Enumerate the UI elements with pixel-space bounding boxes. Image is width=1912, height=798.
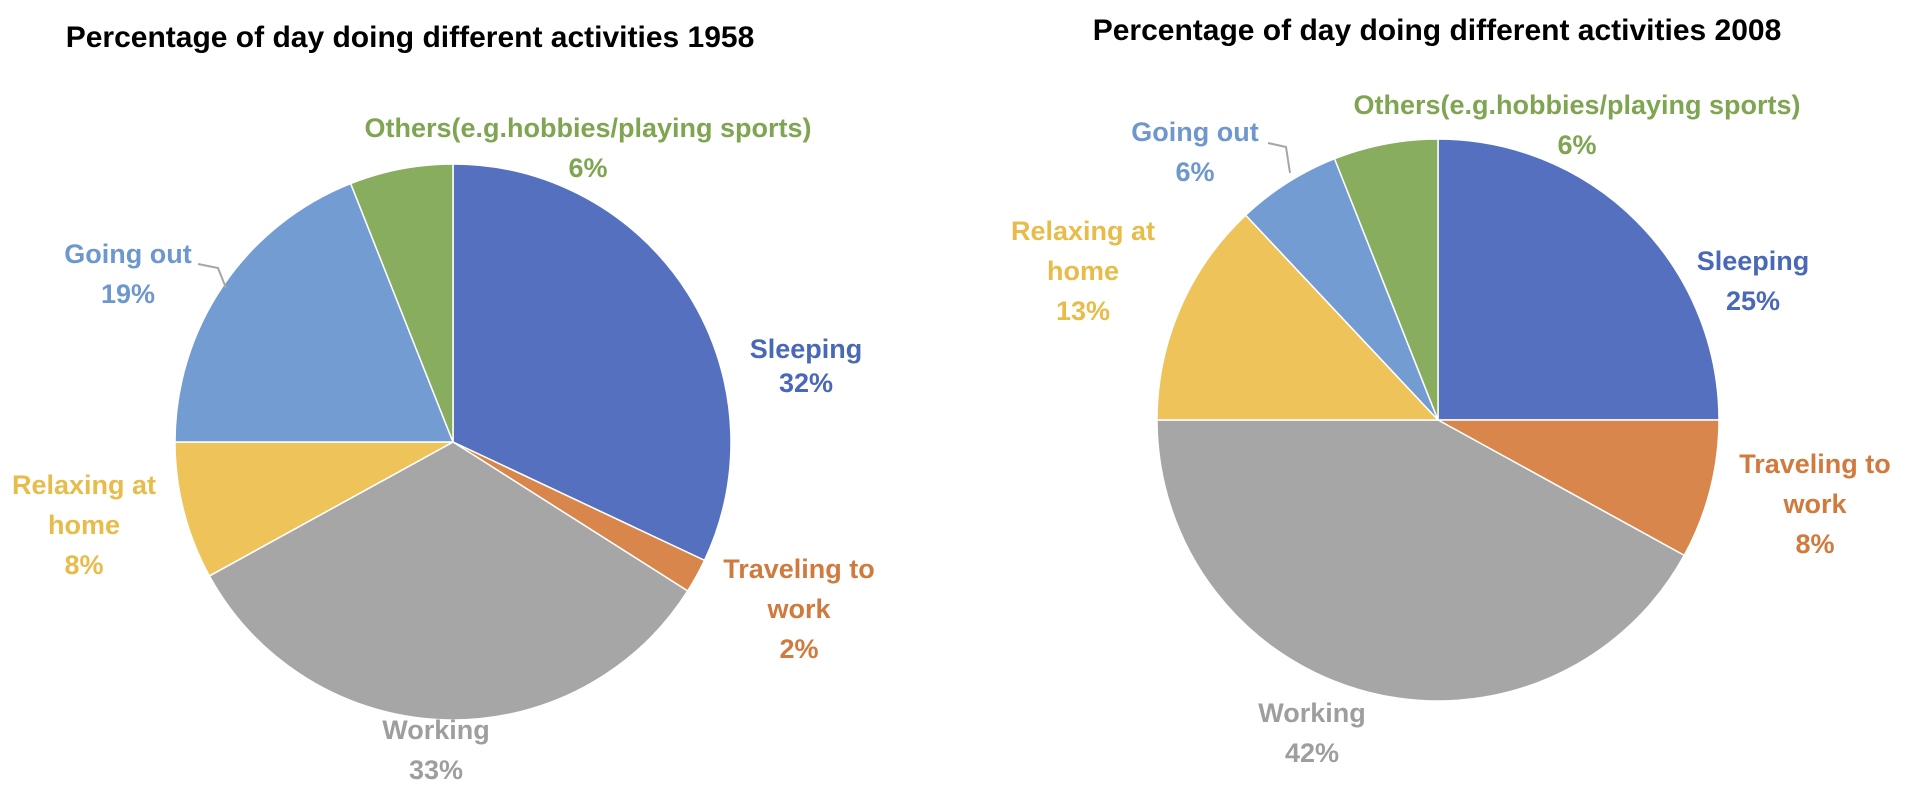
pie-chart-1958: Percentage of day doing different activi…	[12, 21, 875, 785]
slice-value-label: 2%	[779, 634, 818, 664]
leader-line	[197, 263, 227, 289]
slice-label: Going out 6%	[1131, 117, 1258, 187]
leader-line	[1267, 142, 1291, 174]
pie-slice-others	[1333, 138, 1439, 421]
slice-name-label: Others(e.g.hobbies/playing sports)	[1353, 90, 1800, 120]
slice-value-label: 33%	[409, 755, 463, 785]
slice-name-label: Going out	[1131, 117, 1258, 147]
slice-label: Going out 19%	[64, 239, 191, 309]
pie-slice-relaxing-at-home	[174, 441, 454, 577]
slice-name-label: home	[48, 510, 120, 540]
slice-label: Others(e.g.hobbies/playing sports) 6%	[1353, 90, 1800, 160]
slice-label: Working 33%	[382, 715, 490, 785]
pie-slice-relaxing-at-home	[1156, 214, 1440, 421]
slice-label: Traveling to work 8%	[1739, 449, 1891, 559]
chart-title: Percentage of day doing different activi…	[1093, 14, 1782, 47]
slice-label: Relaxing at home 8%	[12, 470, 156, 580]
slice-name-label: Others(e.g.hobbies/playing sports)	[364, 113, 811, 143]
slice-name-label: home	[1047, 256, 1119, 286]
slice-value-label: 8%	[64, 550, 103, 580]
pie-chart-2008: Percentage of day doing different activi…	[1011, 14, 1891, 768]
slice-value-label: 6%	[1175, 157, 1214, 187]
slice-label: Sleeping 32%	[750, 334, 863, 398]
pie-slice-sleeping	[452, 163, 732, 562]
pie-slice-working	[1156, 419, 1686, 702]
slice-value-label: 8%	[1795, 529, 1834, 559]
slice-name-label: Traveling to	[723, 554, 875, 584]
slice-value-label: 42%	[1285, 738, 1339, 768]
slice-name-label: Traveling to	[1739, 449, 1891, 479]
slice-name-label: Sleeping	[1697, 246, 1810, 276]
slice-label: Working 42%	[1258, 698, 1366, 768]
slice-name-label: Working	[1258, 698, 1366, 728]
pie-slice-others	[349, 163, 454, 443]
slice-name-label: Sleeping	[750, 334, 863, 364]
pie-slice-sleeping	[1437, 138, 1720, 421]
slice-value-label: 19%	[101, 279, 155, 309]
slice-name-label: Working	[382, 715, 490, 745]
pie-slice-working	[208, 441, 689, 721]
slice-value-label: 13%	[1056, 296, 1110, 326]
slice-name-label: work	[1782, 489, 1847, 519]
slice-label: Sleeping 25%	[1697, 246, 1810, 316]
slice-name-label: Relaxing at	[12, 470, 156, 500]
slice-value-label: 6%	[568, 153, 607, 183]
slice-value-label: 6%	[1557, 130, 1596, 160]
slice-label: Relaxing at home 13%	[1011, 216, 1155, 326]
slice-value-label: 25%	[1726, 286, 1780, 316]
slice-name-label: Relaxing at	[1011, 216, 1155, 246]
slice-label: Traveling to work 2%	[723, 554, 875, 664]
pie-slice-traveling-to-work	[1437, 419, 1720, 557]
pie-slice-going-out	[174, 182, 455, 443]
chart-title: Percentage of day doing different activi…	[66, 21, 755, 54]
slice-name-label: work	[766, 594, 831, 624]
slice-value-label: 32%	[779, 368, 833, 398]
slice-label: Others(e.g.hobbies/playing sports) 6%	[364, 113, 811, 183]
slice-name-label: Going out	[64, 239, 191, 269]
